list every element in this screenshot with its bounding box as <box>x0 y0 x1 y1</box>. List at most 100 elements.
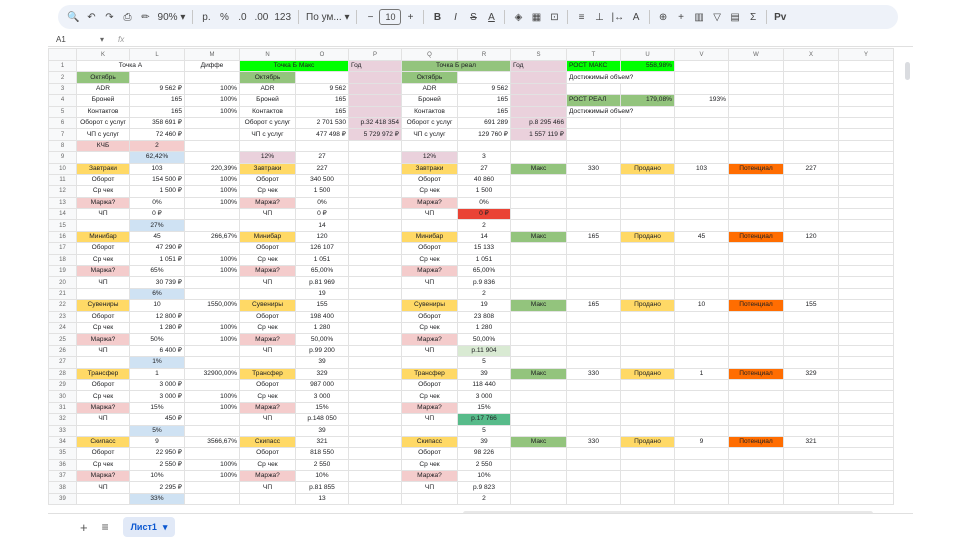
cell[interactable] <box>510 344 567 358</box>
row-header[interactable]: 10 <box>48 162 77 175</box>
cell[interactable]: 39 <box>457 435 511 449</box>
font-size-input[interactable]: 10 <box>379 9 402 25</box>
functions-button[interactable]: Σ <box>750 11 757 23</box>
cell[interactable] <box>728 151 784 164</box>
cell[interactable]: 1 280 ₽ <box>129 321 185 335</box>
cell[interactable] <box>348 94 402 107</box>
cell[interactable]: Маржа? <box>401 333 458 346</box>
cell[interactable] <box>674 208 729 221</box>
cell[interactable]: Скипасс <box>239 435 296 449</box>
cell[interactable]: 1550,00% <box>184 299 240 312</box>
cell[interactable] <box>728 94 784 107</box>
cell[interactable]: Контактов <box>76 105 130 118</box>
cell[interactable]: Оборот с услуг <box>239 116 296 130</box>
cell[interactable]: 3566,67% <box>184 435 240 449</box>
cell[interactable] <box>728 424 784 437</box>
cell[interactable] <box>566 208 621 221</box>
cell[interactable]: Макс <box>510 435 567 449</box>
cell[interactable]: 329 <box>295 367 349 380</box>
cell[interactable]: Сувениры <box>401 299 458 312</box>
row-header[interactable]: 24 <box>48 321 77 335</box>
cell[interactable]: Оборот <box>401 378 458 392</box>
cell[interactable] <box>728 413 784 426</box>
cell[interactable] <box>401 219 458 232</box>
column-header[interactable]: V <box>674 48 729 61</box>
cell[interactable] <box>783 253 839 267</box>
cell[interactable] <box>348 310 402 324</box>
cell[interactable] <box>728 447 784 460</box>
cell[interactable] <box>620 378 675 392</box>
cell[interactable]: Оборот с услуг <box>76 116 130 130</box>
cell[interactable]: Оборот <box>401 310 458 324</box>
cell[interactable] <box>510 253 567 267</box>
cell[interactable] <box>401 287 458 301</box>
column-header[interactable]: N <box>239 48 296 61</box>
cell[interactable]: 22 950 ₽ <box>129 447 185 460</box>
cell[interactable] <box>348 344 402 358</box>
cell[interactable] <box>510 219 567 232</box>
cell[interactable]: 27 <box>295 151 349 164</box>
cell[interactable]: 10 <box>674 299 729 312</box>
cell[interactable]: Минибар <box>239 230 296 244</box>
pv-button[interactable]: Pv <box>774 11 787 23</box>
cell[interactable] <box>620 424 675 437</box>
cell[interactable]: 3 <box>457 151 511 164</box>
text-wrap-button[interactable]: |↔ <box>611 11 625 23</box>
row-header[interactable]: 39 <box>48 492 77 506</box>
cell[interactable]: 1 051 <box>295 253 349 267</box>
cell[interactable]: р.81 855 <box>295 481 349 494</box>
cell[interactable] <box>783 447 839 460</box>
column-header[interactable]: M <box>184 48 240 61</box>
cell[interactable]: 321 <box>295 435 349 449</box>
cell[interactable] <box>728 310 784 324</box>
cell[interactable] <box>783 333 839 346</box>
row-header[interactable]: 20 <box>48 276 77 289</box>
filter-button[interactable]: ▽ <box>713 11 721 23</box>
cell[interactable] <box>348 321 402 335</box>
cell[interactable]: 100% <box>184 265 240 278</box>
cell[interactable] <box>838 333 894 346</box>
row-header[interactable]: 7 <box>48 128 77 141</box>
cell[interactable]: Ср чек <box>401 185 458 198</box>
cell[interactable]: 27% <box>129 219 185 232</box>
cell[interactable]: 120 <box>783 230 839 244</box>
cell[interactable] <box>783 287 839 301</box>
cell[interactable] <box>295 139 349 153</box>
cell[interactable]: Октябрь <box>239 71 296 84</box>
cell[interactable]: Оборот <box>76 378 130 392</box>
cell[interactable] <box>620 390 675 403</box>
cell[interactable] <box>348 219 402 232</box>
horizontal-align-button[interactable]: ≡ <box>578 11 585 23</box>
cell[interactable] <box>728 59 784 73</box>
cell[interactable] <box>620 470 675 483</box>
text-rotation-button[interactable]: A <box>632 11 640 23</box>
cell[interactable] <box>674 265 729 278</box>
column-header[interactable]: S <box>510 48 567 61</box>
cell[interactable] <box>348 367 402 380</box>
cell[interactable]: 179,08% <box>620 94 675 107</box>
cell[interactable] <box>510 82 567 96</box>
bold-button[interactable]: B <box>433 11 442 23</box>
font-select[interactable]: По ум... ▾ <box>306 11 350 23</box>
cell[interactable] <box>184 128 240 141</box>
cell[interactable]: 0 ₽ <box>457 208 511 221</box>
cell[interactable] <box>838 59 894 73</box>
cell[interactable] <box>510 470 567 483</box>
cell[interactable] <box>510 401 567 415</box>
italic-button[interactable]: I <box>454 11 457 23</box>
cell[interactable] <box>728 287 784 301</box>
cell[interactable]: 100% <box>184 333 240 346</box>
cell[interactable] <box>838 401 894 415</box>
cell[interactable] <box>783 173 839 187</box>
cell[interactable]: Завтраки <box>239 162 296 175</box>
cell[interactable] <box>838 196 894 210</box>
cell[interactable] <box>184 242 240 255</box>
cell[interactable] <box>401 424 458 437</box>
cell[interactable]: ЧП <box>239 344 296 358</box>
cell[interactable] <box>184 151 240 164</box>
cell[interactable]: 2 701 530 <box>295 116 349 130</box>
cell[interactable]: 2 <box>457 287 511 301</box>
formula-input[interactable] <box>124 34 913 46</box>
column-header[interactable]: W <box>728 48 784 61</box>
cell[interactable]: Маржа? <box>76 401 130 415</box>
